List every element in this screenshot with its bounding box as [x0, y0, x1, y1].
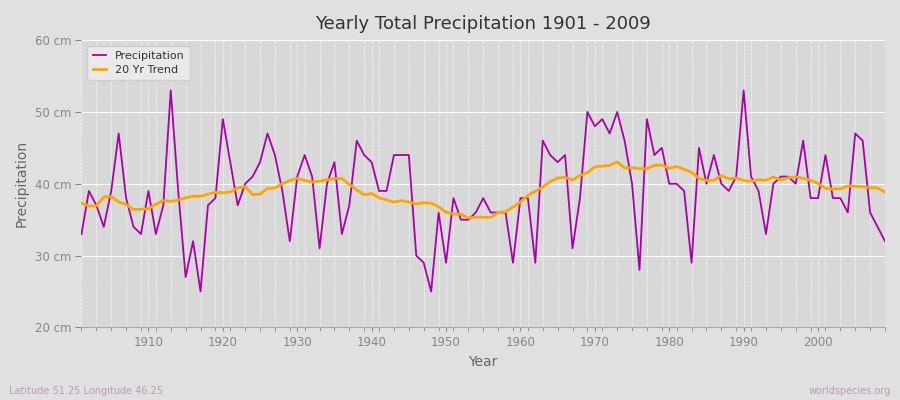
Precipitation: [879, 239, 890, 244]
Precipitation: [359, 153, 370, 158]
20 Yr Trend: [515, 200, 526, 204]
Precipitation: [76, 232, 87, 236]
Precipitation: [314, 246, 325, 251]
Title: Yearly Total Precipitation 1901 - 2009: Yearly Total Precipitation 1901 - 2009: [315, 15, 651, 33]
20 Yr Trend: [76, 201, 87, 206]
20 Yr Trend: [463, 216, 473, 220]
20 Yr Trend: [300, 178, 310, 183]
20 Yr Trend: [523, 193, 534, 198]
Precipitation: [136, 232, 147, 236]
Precipitation: [166, 88, 176, 93]
Precipitation: [530, 260, 541, 265]
Precipitation: [523, 196, 534, 200]
X-axis label: Year: Year: [469, 355, 498, 369]
Legend: Precipitation, 20 Yr Trend: Precipitation, 20 Yr Trend: [87, 46, 190, 80]
20 Yr Trend: [612, 160, 623, 164]
Text: worldspecies.org: worldspecies.org: [809, 386, 891, 396]
20 Yr Trend: [136, 207, 147, 212]
20 Yr Trend: [344, 182, 355, 187]
Precipitation: [195, 289, 206, 294]
20 Yr Trend: [619, 166, 630, 170]
20 Yr Trend: [879, 190, 890, 195]
Y-axis label: Precipitation: Precipitation: [15, 140, 29, 227]
Line: Precipitation: Precipitation: [82, 90, 885, 292]
Line: 20 Yr Trend: 20 Yr Trend: [82, 162, 885, 218]
Text: Latitude 51.25 Longitude 46.25: Latitude 51.25 Longitude 46.25: [9, 386, 163, 396]
Precipitation: [619, 138, 630, 143]
